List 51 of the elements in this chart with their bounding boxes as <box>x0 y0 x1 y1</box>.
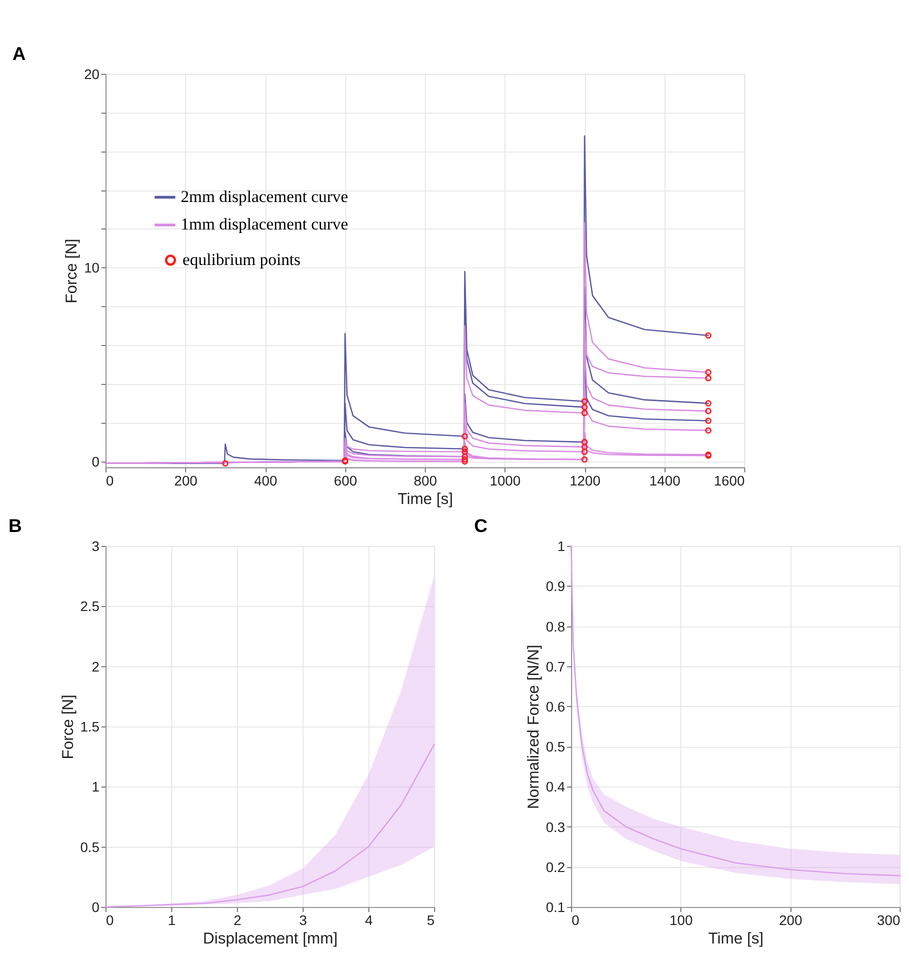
x-tick-label: 1600 <box>714 472 745 488</box>
y-axis-title: Force [N] <box>64 238 81 304</box>
chart-title: B <box>8 515 22 536</box>
x-tick-label: 1400 <box>649 472 681 488</box>
y-tick-label: 0.8 <box>546 618 566 634</box>
y-tick-label: 0.1 <box>546 899 566 916</box>
x-tick-label: 200 <box>174 472 198 488</box>
x-axis-title: Time [s] <box>398 490 453 508</box>
y-tick-label: 2.5 <box>80 598 100 614</box>
y-tick-label: 0.3 <box>546 818 566 835</box>
x-tick-label: 600 <box>334 472 358 488</box>
y-tick-label: 1 <box>557 538 566 554</box>
x-tick-label: 5 <box>426 912 435 928</box>
y-tick-label: 0.4 <box>546 778 566 795</box>
x-tick-label: 800 <box>414 472 438 488</box>
x-tick-label: 400 <box>254 472 278 488</box>
legend-label: equlibrium points <box>182 250 301 269</box>
legend-label: 2mm displacement curve <box>180 186 348 206</box>
chart-title: C <box>474 515 488 536</box>
x-tick-label: 4 <box>365 912 374 928</box>
y-tick-label: 0.2 <box>546 858 566 875</box>
x-axis-title: Time [s] <box>708 930 764 948</box>
legend-label: 1mm displacement curve <box>180 214 348 234</box>
x-tick-label: 1000 <box>490 472 521 488</box>
y-tick-label: 2 <box>92 658 100 674</box>
x-tick-label: 0 <box>106 472 114 488</box>
x-tick-label: 1 <box>168 912 176 928</box>
y-tick-label: 0.5 <box>80 838 100 855</box>
y-tick-label: 0.5 <box>546 738 566 755</box>
y-tick-label: 1.5 <box>80 718 100 735</box>
x-tick-label: 1200 <box>570 472 601 488</box>
x-tick-label: 200 <box>779 912 803 928</box>
x-tick-label: 0 <box>572 912 580 928</box>
x-tick-label: 300 <box>877 912 900 928</box>
x-tick-label: 2 <box>234 912 242 928</box>
y-tick-label: 1 <box>92 778 100 795</box>
y-tick-label: 20 <box>84 66 100 82</box>
x-axis-title: Displacement [mm] <box>203 930 338 948</box>
x-tick-label: 0 <box>106 912 114 928</box>
y-tick-label: 0 <box>92 454 100 470</box>
x-tick-label: 3 <box>299 912 308 928</box>
y-tick-label: 0.6 <box>546 698 566 714</box>
x-tick-label: 100 <box>670 912 693 928</box>
y-tick-label: 3 <box>92 538 100 554</box>
chart-title: A <box>12 42 26 64</box>
y-tick-label: 0.9 <box>546 578 566 594</box>
y-tick-label: 0 <box>92 899 100 916</box>
y-axis-title: Normalized Force [N/N] <box>525 644 542 810</box>
y-tick-label: 10 <box>84 260 100 276</box>
y-tick-label: 0.7 <box>546 658 566 674</box>
y-axis-title: Force [N] <box>60 694 77 760</box>
